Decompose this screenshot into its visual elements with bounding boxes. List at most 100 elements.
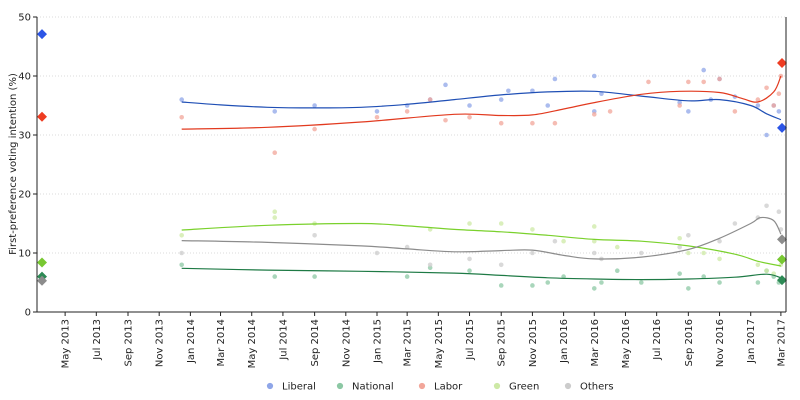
national-poll-point [614, 268, 620, 274]
x-tick-label: Nov 2013 [155, 319, 166, 367]
others-poll-point [179, 250, 184, 256]
others-poll-point [677, 244, 682, 250]
others-poll-point [776, 209, 782, 214]
legend: Liberal National Labor Green Others [266, 382, 614, 393]
national-poll-point [717, 280, 722, 285]
national-poll-point [404, 274, 410, 279]
others-poll-point [312, 233, 317, 238]
labor-poll-point [427, 97, 433, 102]
liberal-legend-label: Liberal [282, 382, 316, 393]
others-poll-point [552, 238, 558, 244]
labor-poll-point [607, 109, 613, 114]
green-poll-point [561, 238, 566, 244]
national-election-2017-marker [777, 275, 787, 286]
x-tick-label: Jul 2013 [92, 319, 103, 361]
labor-poll-point [732, 109, 738, 114]
labor-legend-label: Labor [434, 382, 463, 393]
liberal-poll-point [755, 103, 761, 108]
others-poll-point [591, 250, 597, 256]
legend-item-others: Others [564, 382, 614, 393]
national-poll-point [498, 283, 504, 288]
green-poll-point [701, 250, 706, 256]
green-poll-point [614, 244, 620, 250]
national-poll-point [686, 286, 691, 291]
labor-poll-point [776, 91, 782, 96]
others-poll-point [686, 233, 691, 238]
liberal-poll-point [552, 76, 558, 82]
labor-poll-point [312, 126, 317, 132]
legend-item-liberal: Liberal [266, 382, 316, 393]
gridlines [37, 16, 786, 254]
labor-poll-point [272, 150, 278, 155]
liberal-poll-point [764, 132, 769, 138]
x-tick-label: Sep 2015 [497, 319, 508, 366]
x-tick-label: Sep 2016 [684, 319, 695, 366]
liberal-poll-point [179, 97, 184, 102]
national-poll-point [591, 286, 597, 291]
others-trend-line [181, 216, 782, 260]
labor-poll-point [686, 79, 691, 85]
liberal-poll-point [545, 103, 551, 108]
green-election-2013-marker [37, 257, 47, 268]
national-legend-label: National [352, 382, 394, 393]
x-tick-label: Jul 2014 [278, 319, 289, 361]
x-tick-label: Nov 2015 [528, 319, 539, 367]
liberal-poll-point [467, 103, 472, 108]
others-election-2013-marker [37, 275, 47, 286]
labor-poll-point [591, 112, 597, 117]
national-legend-marker [336, 382, 344, 390]
green-poll-point [755, 262, 761, 268]
y-tick-label: 10 [18, 249, 31, 260]
x-tick-label: Sep 2014 [310, 319, 321, 366]
labor-poll-point [717, 76, 722, 82]
green-poll-point [677, 235, 682, 241]
x-tick-label: Sep 2013 [124, 319, 135, 366]
x-tick-label: Nov 2014 [341, 319, 352, 367]
x-tick-label: Jan 2014 [186, 319, 197, 364]
x-tick-label: Jul 2016 [652, 319, 663, 361]
national-poll-point [701, 274, 706, 279]
liberal-poll-point [530, 88, 535, 94]
x-tick-label: Jan 2016 [559, 319, 570, 364]
x-tick-label: May 2013 [61, 319, 72, 368]
liberal-poll-point [443, 82, 448, 88]
labor-poll-point [701, 79, 706, 85]
y-tick-label: 40 [18, 72, 31, 83]
green-poll-point [467, 221, 472, 226]
x-tick-label: Jan 2017 [746, 319, 757, 364]
labor-poll-point [443, 117, 448, 123]
liberal-poll-point [312, 103, 317, 108]
green-poll-point [591, 224, 597, 229]
y-tick-label: 0 [25, 308, 31, 319]
others-election-2017-marker [777, 234, 787, 245]
x-tick-label: Mar 2016 [590, 319, 601, 367]
national-poll-point [312, 274, 317, 279]
national-poll-point [639, 280, 644, 285]
x-tick-label: Jan 2015 [372, 319, 383, 364]
legend-item-green: Green [493, 382, 539, 393]
others-poll-point [530, 250, 535, 256]
national-poll-point [677, 271, 682, 276]
national-trend-line [181, 267, 782, 281]
liberal-poll-point [272, 109, 278, 114]
liberal-poll-point [701, 67, 706, 73]
national-poll-point [755, 280, 761, 285]
labor-poll-point [771, 103, 777, 108]
others-legend-label: Others [580, 382, 614, 393]
labor-poll-point [764, 85, 769, 91]
liberal-poll-point [776, 109, 782, 114]
x-tick-label: May 2014 [247, 319, 258, 368]
election-result-markers [37, 29, 787, 286]
liberal-election-2013-marker [37, 29, 47, 40]
labor-poll-point [374, 115, 380, 120]
y-tick-label: 30 [18, 131, 31, 142]
liberal-poll-point [374, 109, 380, 114]
labor-poll-point [646, 79, 651, 85]
legend-item-national: National [336, 382, 394, 393]
x-tick-label: Mar 2015 [403, 319, 414, 367]
others-poll-point [717, 238, 722, 244]
trend-lines [181, 75, 782, 281]
green-poll-point [764, 268, 769, 274]
liberal-poll-point [599, 91, 604, 96]
